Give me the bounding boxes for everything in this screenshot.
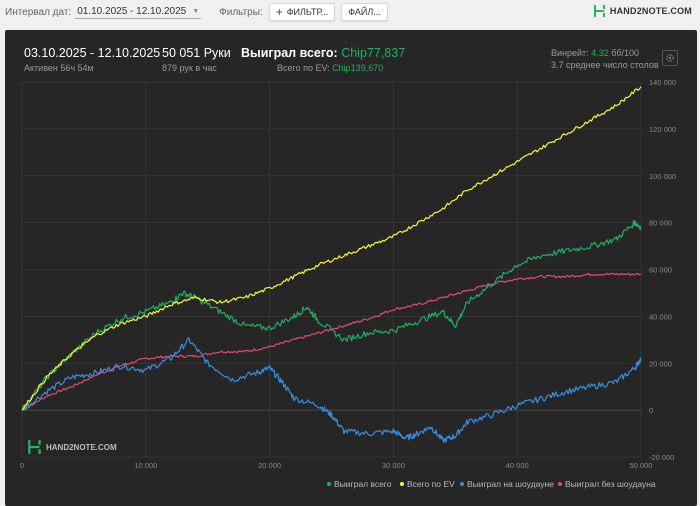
date-range-select[interactable]: 01.10.2025 - 12.10.2025 ▼ [75,5,202,19]
legend-label-won: Выиграл всего [334,479,392,489]
results-chart: -20 000 0 20 000 40 000 60 000 80 000 100 000 1… [20,78,676,470]
y-tick-label: 100 000 [649,172,676,181]
legend-label-non-showdown: Выиграл без шоудауна [565,479,656,489]
hands-count: 50 051 Руки [162,46,231,60]
date-interval-label: Интервал дат: [5,6,72,18]
won-total-label: Выиграл всего: [241,46,338,60]
y-tick-label: 140 000 [649,78,676,87]
y-tick-label: 0 [649,406,653,415]
won-total: Выиграл всего: Chip77,837 [241,46,405,60]
hands-per-hour: 879 рук в час [162,63,217,73]
legend-item-ev[interactable]: Всего по EV [400,479,455,489]
won-total-value: Chip77,837 [341,46,406,60]
filter-button-label: ФИЛЬТР... [286,7,329,17]
y-tick-label: 20 000 [649,359,672,368]
avg-tables: 3.7 среднее число столов [551,60,659,70]
brand-name: HAND2NOTE.COM [609,6,692,16]
x-tick-label: 40 000 [506,461,529,470]
legend-dot-showdown [460,482,464,486]
brand-logo[interactable]: HAND2NOTE.COM [593,4,692,18]
legend-item-showdown[interactable]: Выиграл на шоудауне [460,479,554,489]
legend-dot-won [327,482,331,486]
legend-item-won[interactable]: Выиграл всего [327,479,391,489]
gear-icon [666,54,674,62]
filter-button[interactable]: + ФИЛЬТР... [268,3,336,21]
winrate: Винрейт: 4.32 бб/100 [551,48,639,58]
showdown-line [21,337,642,444]
filters-label: Фильтры: [219,6,263,18]
ev-total-value: Chip139,670 [332,63,384,73]
ev-total-label: Всего по EV: [277,63,330,73]
y-tick-label: 120 000 [649,125,676,134]
toolbar: Интервал дат: 01.10.2025 - 12.10.2025 ▼ … [0,0,700,24]
x-tick-label: 20 000 [258,461,281,470]
legend-label-showdown: Выиграл на шоудауне [467,479,554,489]
active-time: Активен 56ч 54м [24,63,94,73]
chevron-down-icon: ▼ [192,7,200,15]
chart-settings-button[interactable] [662,50,678,66]
period-value: 03.10.2025 - 12.10.2025 [24,46,161,60]
file-button-label: ФАЙЛ... [348,7,381,17]
legend-label-ev: Всего по EV [407,479,455,489]
file-button[interactable]: ФАЙЛ... [341,3,388,21]
winrate-unit: бб/100 [611,48,640,58]
graph-panel: -20 000 0 20 000 40 000 60 000 80 000 100 000 1… [5,30,697,506]
legend-dot-non-showdown [558,482,562,486]
y-tick-label: 60 000 [649,266,672,275]
chart-watermark: HAND2NOTE.COM [27,439,117,455]
ev-total: Всего по EV: Chip139,670 [277,63,383,73]
non-showdown-line [21,272,642,411]
x-tick-label: 50 000 [630,461,653,470]
winrate-value: 4.32 [591,48,609,58]
y-tick-label: 80 000 [649,219,672,228]
legend-dot-ev [400,482,404,486]
hand2note-logo-icon [593,5,605,17]
watermark-text: HAND2NOTE.COM [46,442,117,452]
x-tick-label: 0 [20,461,24,470]
legend-item-non-showdown[interactable]: Выиграл без шоудауна [558,479,656,489]
winrate-label: Винрейт: [551,48,589,58]
ev-line [21,86,642,411]
date-range-value: 01.10.2025 - 12.10.2025 [77,5,187,17]
y-tick-label: -20 000 [649,453,674,462]
y-tick-label: 40 000 [649,312,672,321]
won-line [21,220,642,411]
x-tick-label: 10 000 [134,461,157,470]
x-tick-label: 30 000 [382,461,405,470]
hand2note-watermark-icon [28,440,41,454]
plus-icon: + [275,5,283,19]
